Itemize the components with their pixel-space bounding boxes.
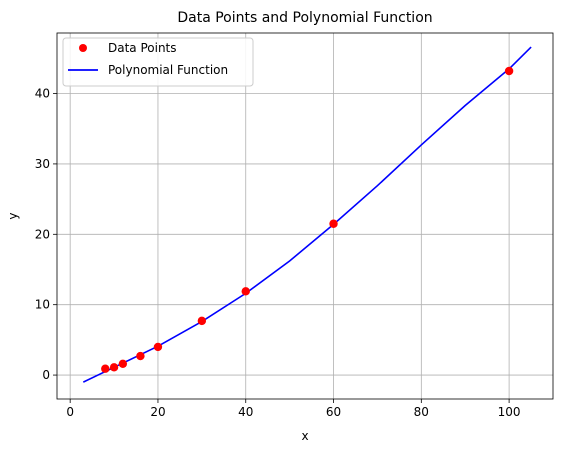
y-tick-label: 0: [42, 368, 50, 382]
x-tick-label: 60: [326, 405, 341, 419]
data-point: [101, 364, 110, 373]
data-point: [118, 359, 128, 369]
y-tick-label: 40: [35, 87, 50, 101]
legend-marker-data-points: [79, 44, 87, 52]
x-tick-label: 20: [150, 405, 165, 419]
legend-label-data-points: Data Points: [108, 41, 177, 55]
plot-series: [82, 46, 532, 383]
data-point: [197, 316, 207, 326]
x-tick-label: 100: [498, 405, 521, 419]
data-point: [109, 363, 119, 372]
grid: [57, 33, 553, 399]
y-tick-label: 20: [35, 227, 50, 241]
data-point: [241, 287, 250, 296]
y-tick-label: 30: [35, 157, 50, 171]
legend: Data Points Polynomial Function: [62, 37, 254, 87]
x-tick-label: 40: [238, 405, 253, 419]
axis-ticks: 0 20 40 60 80 100 0 10 20 30 40: [35, 87, 521, 419]
x-axis-label: x: [301, 429, 308, 443]
series-line-polynomial-function: [82, 46, 532, 383]
x-tick-label: 0: [66, 405, 74, 419]
data-point: [136, 351, 145, 361]
plot-frame: [56, 32, 554, 400]
y-tick-label: 10: [35, 298, 50, 312]
legend-label-polynomial-function: Polynomial Function: [108, 63, 228, 77]
legend-box: [62, 37, 254, 87]
y-axis-label: y: [6, 212, 20, 219]
data-point: [153, 342, 163, 352]
x-tick-label: 80: [414, 405, 429, 419]
chart-title: Data Points and Polynomial Function: [177, 10, 432, 26]
data-point: [504, 66, 514, 76]
data-point: [329, 219, 338, 228]
